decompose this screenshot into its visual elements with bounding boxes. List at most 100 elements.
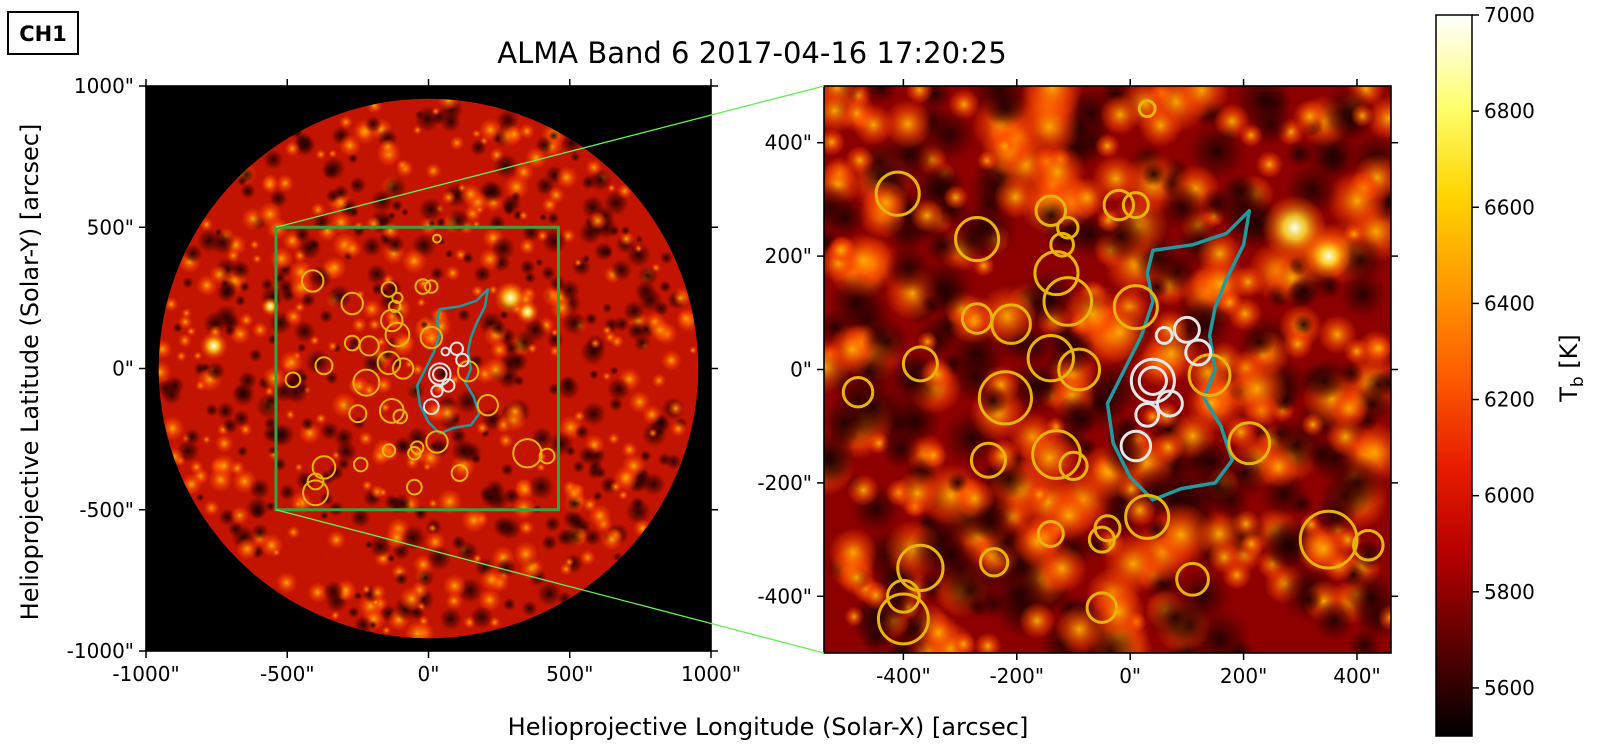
disk-texture-blob <box>428 498 439 509</box>
bright-point-circle <box>387 299 402 314</box>
colorbar-gradient <box>1435 14 1473 737</box>
zoom-texture-blob <box>1095 133 1120 159</box>
bright-point-circle <box>1042 276 1094 327</box>
disk-texture-blob <box>239 312 254 328</box>
bright-point-circle <box>538 447 556 465</box>
right-x-axis: -400" -200" 0" 200" 400" <box>876 79 1381 688</box>
disk-texture-blob <box>330 211 353 234</box>
bright-region <box>199 332 228 360</box>
disk-texture-blob <box>176 351 187 362</box>
disk-texture-blob <box>652 373 666 388</box>
disk-texture-blob <box>370 446 390 466</box>
disk-texture-blob <box>193 351 203 361</box>
disk-texture-blob <box>610 334 624 349</box>
bright-point-circle <box>376 350 402 376</box>
zoom-bright-region <box>1305 233 1352 280</box>
zoom-panel: -400" -200" 0" 200" 400" 400"200"0"-200"-400… <box>757 79 1398 688</box>
bright-point-circle <box>1036 519 1065 548</box>
disk-texture-blob <box>541 534 558 551</box>
bright-point-circle <box>990 303 1032 345</box>
zoom-texture-blob <box>951 632 976 653</box>
bright-point-circle <box>874 170 921 217</box>
disk-texture-blob <box>358 431 374 446</box>
zoom-texture-blob <box>847 474 880 507</box>
bright-point-circle <box>340 291 364 316</box>
disk-texture-blob <box>296 343 307 353</box>
disk-texture-blob <box>572 460 586 474</box>
disk-texture-blob <box>669 420 687 437</box>
disk-texture-blob <box>328 149 337 158</box>
bright-point-circle <box>977 370 1034 426</box>
disk-texture-blob <box>203 500 220 516</box>
zoom-texture-blob <box>894 470 941 517</box>
disk-texture-blob <box>556 375 581 400</box>
bright-point-circle <box>1049 231 1075 258</box>
disk-texture-blob <box>202 435 211 444</box>
zoom-texture-blob <box>1225 357 1289 420</box>
full-disk-panel: -1000" -500" 0" 500" 1000" 1000"500"0"-500"-… <box>67 74 741 686</box>
bright-point-circle <box>901 345 939 383</box>
zoom-texture-blob <box>1305 438 1338 470</box>
disk-texture-blob <box>386 554 396 563</box>
disk-texture-blob <box>382 626 391 635</box>
disk-texture-blob <box>579 549 596 566</box>
disk-texture-blob <box>226 249 240 263</box>
panel-badge: CH1 <box>7 11 79 55</box>
zoom-texture-blob <box>862 317 910 365</box>
disk-texture-blob <box>284 307 303 326</box>
disk-texture-blob <box>196 274 218 297</box>
disk-texture-blob <box>621 441 638 458</box>
coronal-hole-point-circle <box>455 352 470 368</box>
disk-texture-blob <box>327 284 352 309</box>
disk-texture-blob <box>275 571 298 594</box>
zoom-texture-blob <box>861 581 891 610</box>
zoom-texture-blob <box>1096 207 1121 233</box>
disk-texture-blob <box>366 263 388 285</box>
disk-texture-blob <box>288 260 314 285</box>
zoom-texture-blob <box>974 632 1002 653</box>
zoom-texture-blob <box>824 195 868 240</box>
zoom-texture-blob <box>824 88 858 134</box>
zoom-image <box>824 86 1391 653</box>
disk-texture-blob <box>199 217 214 232</box>
colorbar-ticks: 7000 6800 6600 6400 6200 6000 5800 5600 <box>1472 3 1535 700</box>
solar-disk-image <box>158 98 699 639</box>
zoom-texture-blob <box>1102 533 1165 595</box>
disk-texture-blob <box>583 528 602 547</box>
disk-texture-blob <box>606 377 631 402</box>
disk-texture-blob <box>309 335 320 346</box>
zoom-texture-blob <box>905 86 934 104</box>
disk-texture-blob <box>249 239 260 250</box>
disk-texture-blob <box>319 421 340 441</box>
bright-point-circle <box>1058 450 1089 481</box>
bright-point-circle <box>1121 191 1150 220</box>
disk-texture-blob <box>609 366 619 376</box>
disk-texture-blob <box>429 315 452 338</box>
bright-point-circle <box>1124 493 1171 540</box>
disk-texture-blob <box>437 98 460 111</box>
disk-texture-blob <box>600 528 623 551</box>
disk-texture-blob <box>236 537 259 561</box>
disk-texture-blob <box>404 620 430 639</box>
disk-texture-blob <box>451 535 467 551</box>
disk-texture-blob <box>441 190 456 205</box>
disk-texture-blob <box>315 149 327 160</box>
disk-texture-blob <box>385 234 405 255</box>
y-tick-label: 500" <box>87 215 134 239</box>
disk-texture-blob <box>394 571 409 586</box>
bright-point-circle <box>1087 525 1116 554</box>
disk-texture-blob <box>582 254 591 263</box>
disk-texture-blob <box>496 557 517 578</box>
zoom-texture-blob <box>1221 172 1259 210</box>
zoom-texture-blob <box>1289 491 1315 517</box>
bright-point-circle <box>314 356 334 376</box>
bright-point-circle <box>432 233 442 244</box>
disk-texture-blob <box>294 226 311 243</box>
disk-texture-blob <box>294 463 303 472</box>
disk-texture-blob <box>504 401 526 422</box>
disk-texture-blob <box>205 403 219 417</box>
disk-texture-blob <box>457 183 467 193</box>
disk-texture-blob <box>539 213 548 222</box>
disk-texture-blob <box>325 371 339 385</box>
disk-texture-blob <box>637 287 663 313</box>
